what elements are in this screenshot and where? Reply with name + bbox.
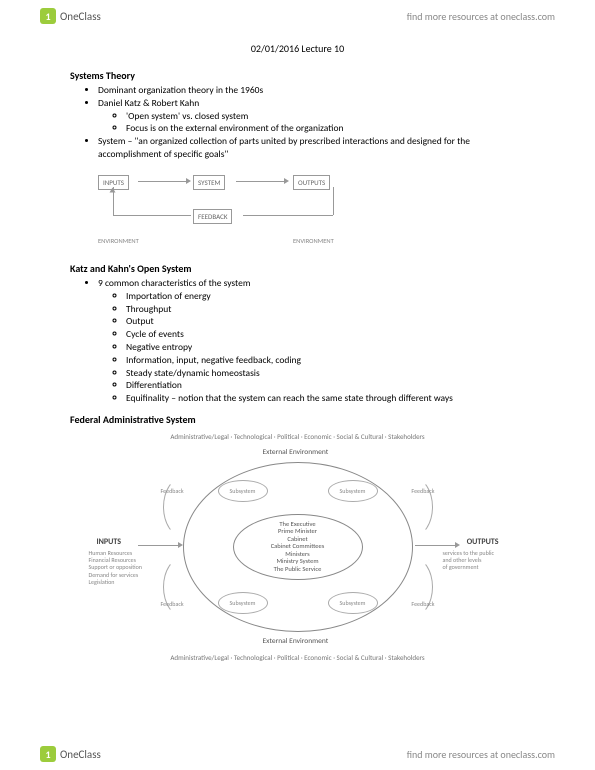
- list-item-label: 9 common characteristics of the system: [98, 277, 250, 289]
- diagram-line: [243, 215, 333, 216]
- diagram-line: [333, 187, 334, 215]
- diagram-subsystem-tl: Subsystem: [218, 480, 268, 502]
- diagram-inputs-text: Human Resources Financial Resources Supp…: [89, 550, 159, 586]
- diagram-arrow: [138, 545, 180, 546]
- bullet-list: Dominant organization theory in the 1960…: [70, 84, 525, 161]
- diagram-label-env-left: ENVIRONMENT: [98, 237, 139, 245]
- logo-icon: 1: [40, 746, 56, 762]
- diagram-subsystem-br: Subsystem: [328, 592, 378, 614]
- diagram-feedback-label: Feedback: [411, 487, 434, 495]
- document-content: 02/01/2016 Lecture 10 Systems Theory Dom…: [0, 32, 595, 662]
- diagram-label-factors-top: Administrative/Legal · Technological · P…: [83, 432, 513, 441]
- diagram-subsystem-tr: Subsystem: [328, 480, 378, 502]
- arrow-head-icon: [110, 187, 116, 192]
- arrow-head-icon: [455, 542, 460, 548]
- diagram-outputs-text: services to the public and other levels …: [443, 550, 513, 572]
- list-item: Information, input, negative feedback, c…: [126, 354, 525, 367]
- list-item: Focus is on the external environment of …: [126, 122, 525, 135]
- logo: 1 OneClass: [40, 8, 101, 24]
- section-heading-systems-theory: Systems Theory: [70, 69, 525, 82]
- list-item: 9 common characteristics of the system I…: [98, 277, 525, 405]
- diagram-label-factors-bot: Administrative/Legal · Technological · P…: [83, 653, 513, 662]
- arrow-head-icon: [186, 178, 191, 184]
- diagram-line: [113, 215, 191, 216]
- list-item: Importation of energy: [126, 290, 525, 303]
- bullet-list: 9 common characteristics of the system I…: [70, 277, 525, 405]
- federal-admin-diagram: Administrative/Legal · Technological · P…: [83, 432, 513, 662]
- diagram-subsystem-bl: Subsystem: [218, 592, 268, 614]
- diagram-inputs-label: INPUTS: [97, 537, 122, 547]
- diagram-label-ext-env-top: External Environment: [263, 448, 329, 457]
- list-item: 'Open system' vs. closed system: [126, 110, 525, 123]
- diagram-feedback-curve: [393, 557, 433, 617]
- diagram-feedback-curve: [163, 477, 203, 537]
- diagram-box-feedback: FEEDBACK: [193, 209, 232, 224]
- diagram-ellipse-inner: The Executive Prime Minister Cabinet Cab…: [233, 514, 363, 580]
- diagram-feedback-curve: [163, 557, 203, 617]
- diagram-feedback-label: Feedback: [161, 487, 184, 495]
- page-footer: 1 OneClass find more resources at onecla…: [0, 738, 595, 770]
- logo-text: OneClass: [60, 10, 101, 23]
- list-item: Cycle of events: [126, 328, 525, 341]
- diagram-arrow: [415, 545, 457, 546]
- header-link[interactable]: find more resources at oneclass.com: [407, 10, 555, 23]
- list-item: Differentiation: [126, 379, 525, 392]
- diagram-arrow: [236, 181, 286, 182]
- logo-text: OneClass: [60, 748, 101, 761]
- logo-icon: 1: [40, 8, 56, 24]
- logo: 1 OneClass: [40, 746, 101, 762]
- diagram-feedback-curve: [393, 477, 433, 537]
- bullet-sublist: 'Open system' vs. closed system Focus is…: [98, 110, 525, 136]
- diagram-feedback-label: Feedback: [411, 600, 434, 608]
- section-heading-federal-admin: Federal Administrative System: [70, 413, 525, 426]
- diagram-feedback-label: Feedback: [161, 600, 184, 608]
- arrow-head-icon: [284, 178, 289, 184]
- footer-link[interactable]: find more resources at oneclass.com: [407, 748, 555, 761]
- list-item: Dominant organization theory in the 1960…: [98, 84, 525, 97]
- diagram-arrow: [138, 181, 188, 182]
- arrow-head-icon: [178, 542, 183, 548]
- inner-line: The Public Service: [274, 566, 322, 573]
- list-item-label: Daniel Katz & Robert Kahn: [98, 97, 199, 109]
- list-item: Daniel Katz & Robert Kahn 'Open system' …: [98, 97, 525, 135]
- page-title: 02/01/2016 Lecture 10: [70, 42, 525, 55]
- diagram-box-outputs: OUTPUTS: [293, 175, 330, 190]
- bullet-sublist: Importation of energy Throughput Output …: [98, 290, 525, 405]
- list-item: Negative entropy: [126, 341, 525, 354]
- list-item: Equifinality – notion that the system ca…: [126, 392, 525, 405]
- list-item: Output: [126, 315, 525, 328]
- list-item: Steady state/dynamic homeostasis: [126, 367, 525, 380]
- section-heading-katz-kahn: Katz and Kahn's Open System: [70, 262, 525, 275]
- system-diagram: INPUTS SYSTEM OUTPUTS FEEDBACK ENVIRONME…: [98, 167, 378, 252]
- diagram-label-env-right: ENVIRONMENT: [293, 237, 334, 245]
- diagram-box-system: SYSTEM: [193, 175, 225, 190]
- list-item: System – "an organized collection of par…: [98, 135, 525, 161]
- page-header: 1 OneClass find more resources at onecla…: [0, 0, 595, 32]
- list-item: Throughput: [126, 303, 525, 316]
- diagram-outputs-label: OUTPUTS: [467, 537, 499, 547]
- diagram-label-ext-env-bot: External Environment: [263, 637, 329, 646]
